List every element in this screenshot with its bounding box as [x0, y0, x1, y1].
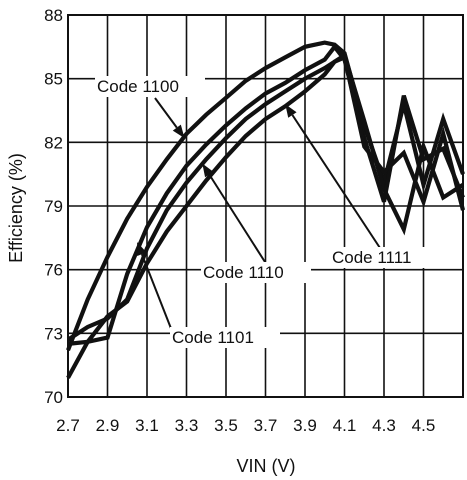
- x-tick-label: 3.7: [254, 416, 278, 435]
- y-axis-label: Efficiency (%): [6, 153, 26, 263]
- annotation-background-code-1111: [330, 247, 440, 268]
- leader-arrowhead-code-1100: [172, 124, 185, 139]
- leader-arrowhead-code-1110: [202, 163, 214, 178]
- x-tick-label: 3.9: [293, 416, 317, 435]
- x-tick-label: 4.3: [372, 416, 396, 435]
- x-tick-labels: 2.7 2.9 3.1 3.3 3.5 3.7 3.9 4.1 4.3 4.5: [56, 416, 435, 435]
- x-tick-label: 2.7: [56, 416, 80, 435]
- series-lines: [66, 40, 466, 379]
- x-tick-label: 3.1: [135, 416, 159, 435]
- x-tick-label: 2.9: [96, 416, 120, 435]
- x-tick-label: 4.1: [333, 416, 357, 435]
- annotation-background-code-1110: [201, 262, 311, 283]
- annotation-label-code-1101: Code 1101: [172, 328, 254, 347]
- annotation-background-code-1101: [170, 327, 280, 348]
- x-tick-label: 3.3: [175, 416, 199, 435]
- y-tick-label: 73: [44, 324, 63, 343]
- y-tick-label: 85: [44, 70, 63, 89]
- y-tick-label: 88: [44, 6, 63, 25]
- y-tick-label: 82: [44, 133, 63, 152]
- y-tick-labels: 70 73 76 79 82 85 88: [44, 6, 63, 407]
- leader-arrowhead-code-1101: [137, 242, 147, 257]
- leader-line-code-1101: [140, 253, 173, 332]
- leader-line-code-1100: [154, 97, 178, 129]
- annotation-label-code-1110: Code 1110: [203, 263, 284, 282]
- annotation-leaders: [137, 97, 381, 332]
- annotation-labels: Code 1100 Code 1101 Code 1110 Code 1111: [95, 76, 440, 348]
- y-tick-label: 79: [44, 197, 63, 216]
- leader-line-code-1110: [208, 173, 266, 263]
- series-line-code-1110: [67, 43, 465, 346]
- x-tick-label: 3.5: [214, 416, 238, 435]
- leader-arrowhead-code-1111: [285, 104, 297, 118]
- annotation-label-code-1100: Code 1100: [97, 77, 179, 96]
- series-line-code-1111: [66, 54, 466, 342]
- annotation-label-code-1111: Code 1111: [332, 248, 411, 267]
- x-axis-label: VIN (V): [236, 456, 295, 476]
- series-line-code-1101: [66, 52, 465, 379]
- x-tick-label: 4.5: [412, 416, 436, 435]
- plot-frame: [67, 14, 464, 398]
- leader-line-code-1111: [291, 114, 381, 249]
- y-tick-label: 76: [44, 261, 63, 280]
- y-tick-label: 70: [44, 388, 63, 407]
- annotation-background-code-1100: [95, 76, 205, 97]
